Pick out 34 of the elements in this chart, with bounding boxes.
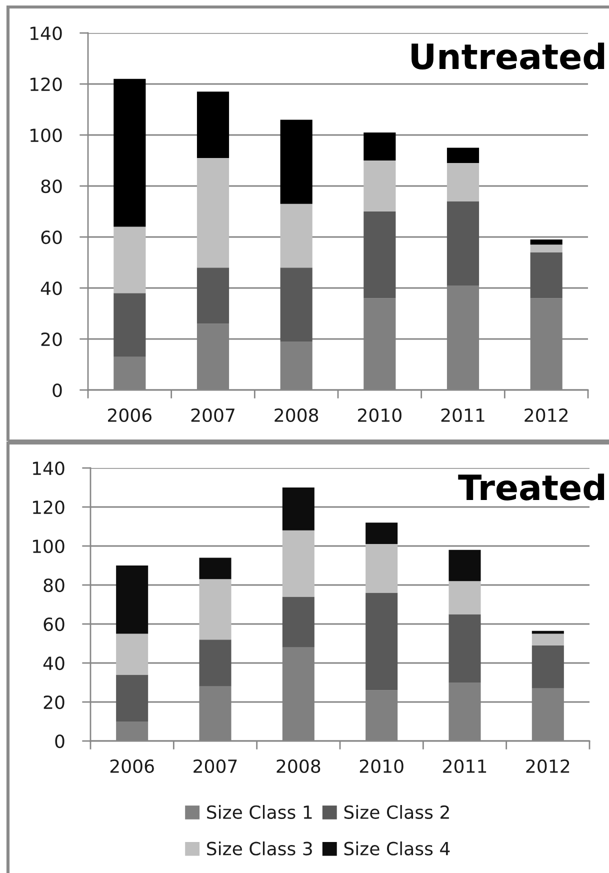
chart-title: Treated (458, 474, 604, 500)
y-tick-label: 120 (33, 500, 64, 514)
y-tick-label: 20 (44, 695, 64, 710)
x-tick-label: 2007 (194, 759, 237, 774)
x-tick-label: 2008 (276, 759, 320, 774)
y-tick-label: 20 (41, 332, 62, 346)
x-tick-label: 2012 (524, 408, 568, 422)
y-tick-label: 0 (55, 734, 64, 748)
y-tick-label: 100 (30, 128, 62, 142)
x-tick-label: 2006 (110, 759, 154, 774)
y-tick-label: 80 (41, 179, 62, 194)
y-tick-label: 60 (44, 617, 64, 632)
x-tick-label: 2011 (441, 408, 484, 422)
x-tick-label: 2012 (526, 759, 570, 774)
y-tick-label: 80 (44, 578, 64, 592)
x-tick-label: 2011 (443, 759, 486, 774)
x-tick-label: 2008 (274, 408, 318, 422)
x-tick-label: 2010 (358, 408, 402, 422)
legend-label: Size Class 3 (207, 841, 312, 856)
y-tick-label: 140 (33, 461, 64, 476)
y-tick-label: 40 (40, 281, 62, 296)
y-tick-label: 40 (43, 656, 64, 670)
legend-label: Size Class 1 (207, 805, 312, 819)
y-tick-label: 60 (41, 230, 62, 244)
y-tick-label: 100 (33, 539, 64, 554)
x-tick-label: 2010 (360, 759, 404, 774)
legend-label: Size Class 4 (344, 841, 450, 856)
y-tick-label: 140 (30, 26, 62, 40)
x-tick-label: 2006 (108, 408, 152, 422)
chart-title: Untreated (412, 42, 604, 70)
y-tick-label: 120 (30, 77, 62, 92)
y-tick-label: 0 (52, 383, 62, 398)
legend-label: Size Class 2 (344, 805, 449, 819)
x-tick-label: 2007 (191, 408, 234, 422)
